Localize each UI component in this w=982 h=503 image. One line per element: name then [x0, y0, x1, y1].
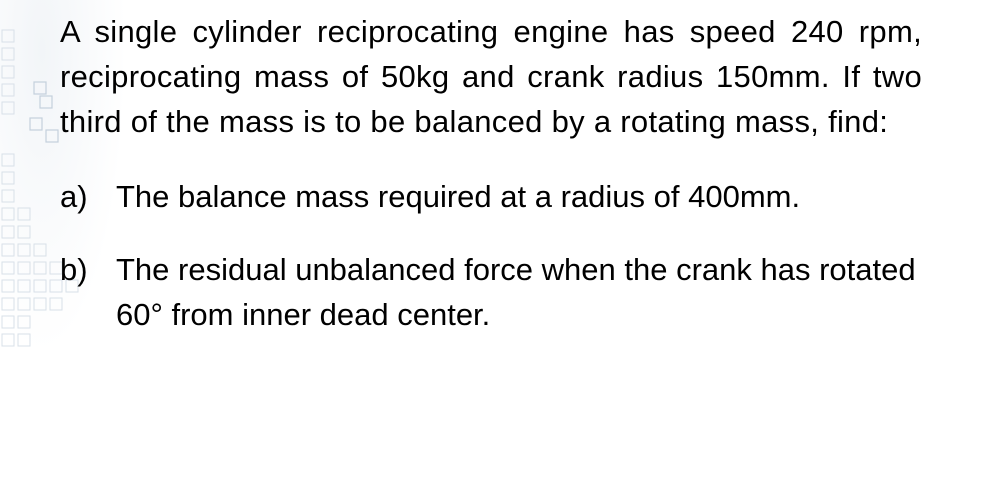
part-a: a) The balance mass required at a radius… [60, 175, 922, 220]
problem-parts: a) The balance mass required at a radius… [60, 175, 922, 338]
problem-statement: A single cylinder reciprocating engine h… [0, 0, 982, 338]
part-text: The residual unbalanced force when the c… [116, 248, 922, 338]
problem-intro: A single cylinder reciprocating engine h… [60, 10, 922, 145]
part-b: b) The residual unbalanced force when th… [60, 248, 922, 338]
part-marker: a) [60, 175, 116, 220]
part-marker: b) [60, 248, 116, 293]
part-text: The balance mass required at a radius of… [116, 175, 922, 220]
